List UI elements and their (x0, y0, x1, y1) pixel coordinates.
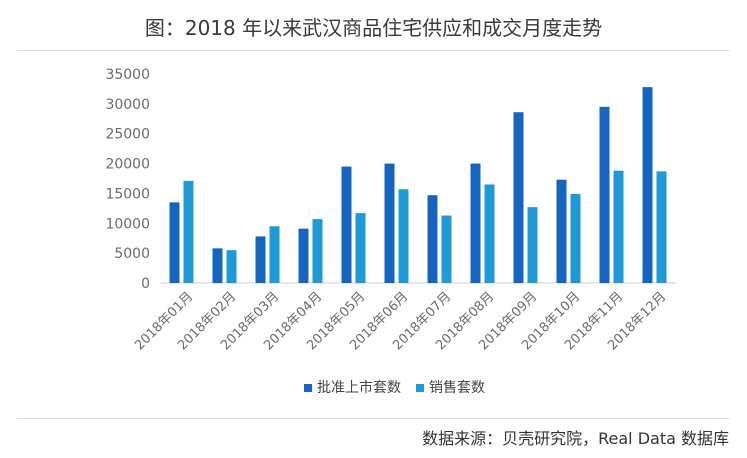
y-tick-label: 20000 (105, 157, 150, 173)
legend-label: 销售套数 (429, 380, 485, 396)
bar-sales (570, 194, 581, 283)
bar-supply (599, 106, 610, 283)
bar-supply (255, 236, 266, 283)
y-tick-label: 15000 (105, 186, 150, 202)
y-tick-label: 35000 (105, 67, 150, 83)
bar-supply (513, 112, 524, 284)
y-tick-label: 30000 (105, 97, 150, 113)
bar-supply (169, 202, 180, 283)
y-tick-label: 25000 (105, 127, 150, 143)
bar-supply (341, 166, 352, 283)
bar-sales (527, 207, 538, 283)
bar-supply (556, 179, 567, 283)
bar-sales (484, 184, 495, 283)
y-tick-label: 0 (141, 276, 150, 292)
legend-swatch (304, 384, 312, 392)
y-tick-label: 5000 (114, 246, 150, 262)
footer-divider (18, 418, 729, 419)
data-source-note: 数据来源：贝壳研究院，Real Data 数据库 (422, 429, 729, 448)
bar-sales (398, 189, 409, 283)
bar-supply (212, 248, 223, 283)
bar-supply (427, 195, 438, 283)
bar-chart: 050001000015000200002500030000350002018年… (105, 67, 676, 396)
bar-sales (441, 215, 452, 283)
bar-supply (470, 163, 481, 283)
bar-sales (269, 226, 280, 283)
bar-sales (226, 250, 237, 283)
title-divider (18, 50, 729, 51)
bar-supply (384, 163, 395, 283)
legend-label: 批准上市套数 (317, 379, 401, 396)
chart-title: 图：2018 年以来武汉商品住宅供应和成交月度走势 (144, 16, 603, 40)
legend-swatch (416, 384, 424, 392)
bar-supply (298, 228, 309, 283)
bar-sales (656, 171, 667, 283)
bar-supply (642, 87, 653, 283)
bar-sales (355, 213, 366, 283)
y-tick-label: 10000 (105, 216, 150, 232)
bar-sales (312, 219, 323, 283)
bar-sales (183, 180, 194, 283)
bar-sales (613, 170, 624, 283)
